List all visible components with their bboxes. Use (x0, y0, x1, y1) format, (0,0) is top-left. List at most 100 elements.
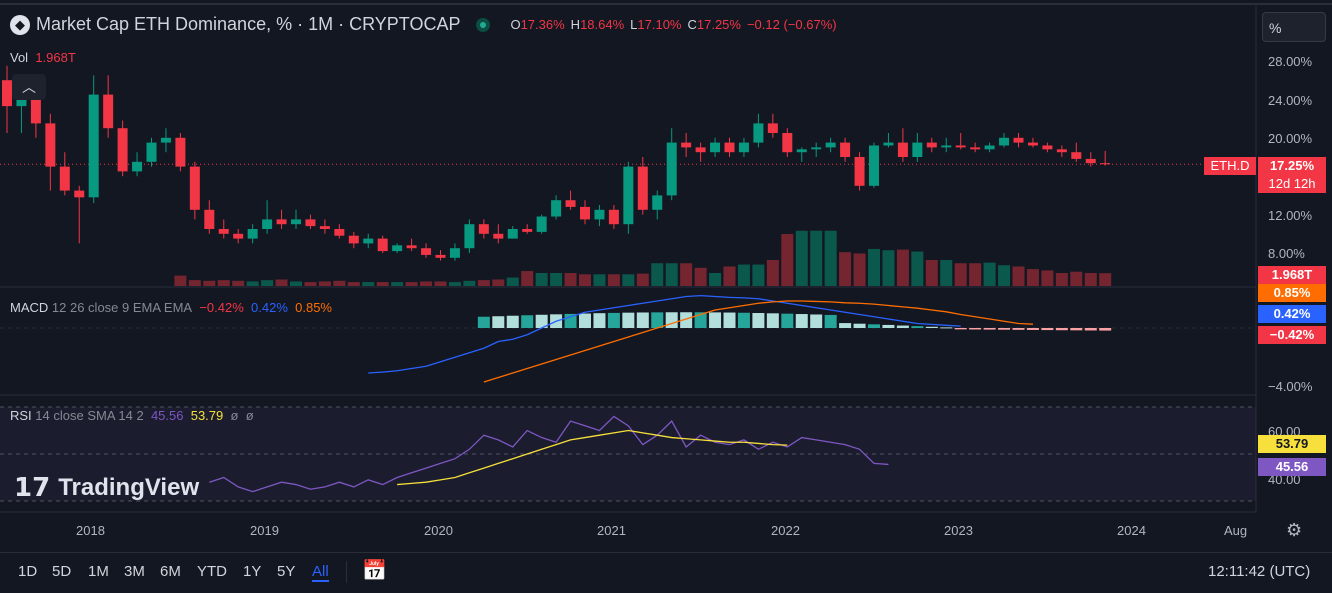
candle-body (319, 226, 330, 229)
candle-body (767, 123, 778, 133)
volume-bar (579, 274, 591, 286)
macd-hist-bar (723, 312, 736, 328)
symbol-tag: ETH.D (1204, 157, 1256, 175)
macd-hist-bar (781, 313, 794, 328)
date-range-calendar-icon[interactable]: 📅 (362, 560, 387, 582)
candle-body (666, 142, 677, 196)
volume-bar (1012, 266, 1025, 286)
ohlc-values: O17.36% H18.64% L17.10% C17.25% −0.12 (−… (510, 17, 837, 32)
candle-body (276, 219, 287, 225)
volume-bar (217, 280, 230, 286)
timeframe-1y[interactable]: 1Y (243, 563, 262, 580)
macd-legend[interactable]: MACD 12 26 close 9 EMA EMA −0.42% 0.42% … (10, 300, 332, 315)
macd-line-value: 0.42% (251, 300, 288, 315)
rsi-legend[interactable]: RSI 14 close SMA 14 2 45.56 53.79 ø ø (10, 408, 254, 423)
candle-body (897, 142, 908, 157)
candle-body (1056, 149, 1067, 153)
volume-bar (911, 251, 924, 286)
timeframe-3m[interactable]: 3M (124, 563, 145, 580)
volume-bar (998, 265, 1011, 286)
candle-body (883, 142, 894, 146)
x-tick: Aug (1224, 523, 1248, 538)
price-tag: 17.25% 12d 12h (1258, 157, 1326, 193)
volume-legend[interactable]: Vol 1.968T (10, 50, 76, 65)
candle-body (377, 238, 388, 252)
x-tick: 2019 (250, 523, 279, 538)
candle-body (594, 209, 605, 220)
macd-hist-bar (1055, 328, 1068, 331)
candle-body (1085, 158, 1096, 164)
settings-gear-icon[interactable]: ⚙ (1286, 520, 1303, 540)
macd-hist-bar (506, 315, 519, 328)
collapse-chevron-up-icon[interactable]: ︿ (12, 74, 46, 100)
timeframe-all[interactable]: All (312, 563, 329, 582)
candle-body (406, 245, 417, 249)
volume-bar (550, 273, 563, 286)
candle-body (1013, 137, 1024, 143)
chart-canvas[interactable] (0, 0, 1332, 552)
volume-bar (1070, 271, 1083, 286)
volume-tag: 1.968T (1258, 266, 1326, 284)
timeframe-ytd[interactable]: YTD (197, 563, 227, 580)
volume-bar (203, 280, 216, 286)
rsi-sma-line (397, 429, 788, 486)
x-tick: 2022 (771, 523, 800, 538)
tradingview-watermark: 𝟭𝟳 TradingView (14, 472, 200, 502)
timeframe-1d[interactable]: 1D (18, 563, 38, 580)
timeframe-6m[interactable]: 6M (160, 563, 181, 580)
volume-bar (521, 271, 534, 286)
candle-body (825, 142, 836, 148)
volume-bar (839, 252, 852, 286)
volume-bar (737, 264, 750, 286)
macd-hist-bar (940, 327, 953, 329)
candle-body (478, 224, 489, 234)
volume-bar (376, 282, 389, 286)
volume-bar (853, 253, 866, 286)
macd-hist-bar (477, 316, 490, 328)
candle-body (623, 166, 634, 225)
volume-bar (434, 281, 447, 286)
candle-body (1071, 152, 1082, 159)
macd-hist-bar (694, 312, 707, 328)
volume-bar (781, 234, 794, 286)
percent-scale-button[interactable]: % (1262, 12, 1326, 42)
volume-bar (795, 230, 808, 286)
macd-hist-bar (998, 328, 1011, 330)
rsi-line (209, 415, 889, 493)
candle-body (999, 137, 1010, 146)
price-tick: 24.00% (1268, 93, 1313, 108)
volume-bar (680, 263, 693, 286)
volume-bar (333, 280, 346, 286)
macd-hist-bar (752, 313, 765, 328)
clock-utc[interactable]: 12:11:42 (UTC) (1208, 563, 1311, 580)
x-tick: 2020 (424, 523, 453, 538)
candle-body (348, 235, 359, 244)
candle-body (88, 94, 99, 198)
volume-bar (940, 260, 953, 286)
candle-body (175, 137, 186, 167)
candle-body (16, 99, 27, 107)
timeframe-5d[interactable]: 5D (52, 563, 72, 580)
candle-body (74, 190, 85, 198)
volume-bar (766, 260, 779, 286)
candle-body (840, 142, 851, 157)
macd-tick: −4.00% (1268, 379, 1313, 394)
toolbar-divider (346, 561, 347, 583)
volume-bar (463, 280, 476, 286)
volume-bar (1099, 273, 1112, 286)
timeframe-5y[interactable]: 5Y (277, 563, 296, 580)
candle-body (580, 206, 590, 220)
candle-body (869, 145, 879, 186)
macd-hist-bar (911, 326, 924, 328)
macd-hist-bar (521, 315, 534, 328)
x-tick: 2018 (76, 523, 105, 538)
timeframe-1m[interactable]: 1M (88, 563, 109, 580)
macd-hist-bar (492, 316, 505, 328)
volume-bar (261, 280, 274, 286)
macd-hist-bar (882, 324, 895, 328)
volume-bar (694, 267, 707, 286)
chart-title[interactable]: Market Cap ETH Dominance, % · 1M · CRYPT… (36, 14, 461, 34)
volume-bar (232, 280, 245, 286)
candle-body (811, 147, 822, 150)
close-value: 17.25% (696, 17, 741, 32)
